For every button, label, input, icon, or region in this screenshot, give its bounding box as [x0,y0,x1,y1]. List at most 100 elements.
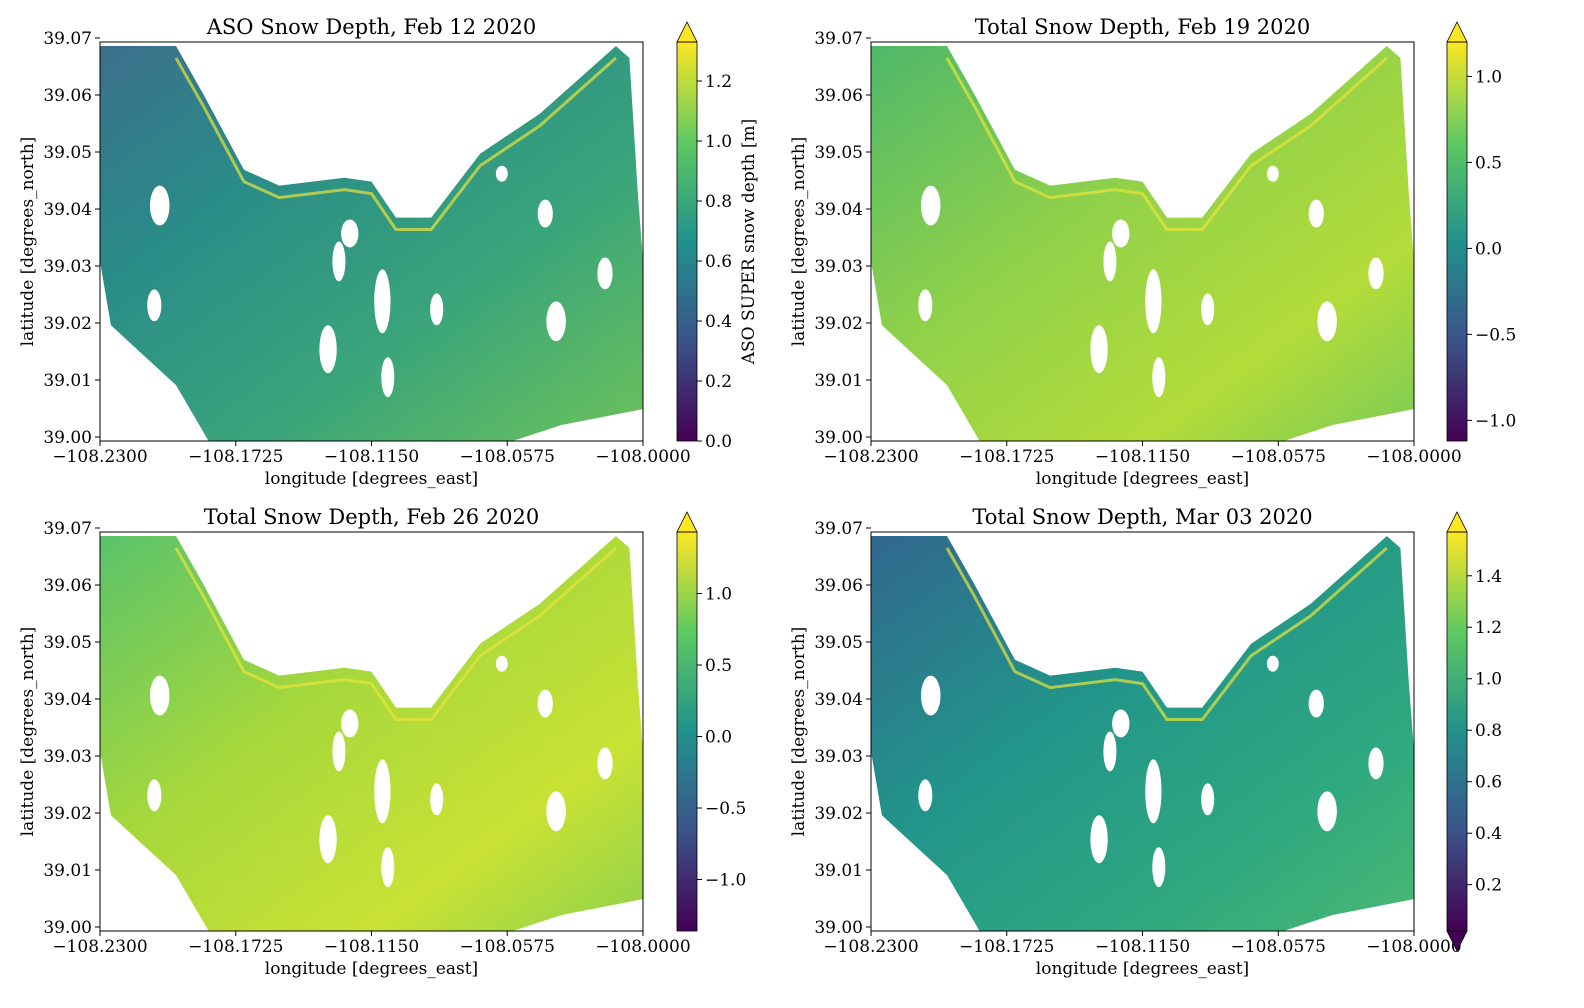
no-data-patch [1308,689,1324,718]
colorbar-extend-max [676,511,698,533]
no-data-patch [1201,293,1215,326]
x-tick-label: −108.2300 [52,937,147,957]
panel-title: ASO Snow Depth, Feb 12 2020 [206,15,536,39]
x-tick-label: −108.0000 [595,937,690,957]
y-tick-label: 39.07 [43,519,92,539]
colorbar-tick-label: −1.0 [705,871,746,891]
no-data-patch [1112,219,1130,248]
y-tick-label: 39.04 [43,690,92,710]
no-data-patch [319,815,337,864]
panel-4: −108.2300 −108.1725 −108.1150 −108.0575 −108… [789,505,1502,979]
y-tick-label: 39.04 [814,200,863,220]
no-data-patch [374,269,391,334]
colorbar-gradient [677,532,697,931]
no-data-patch [1266,165,1279,182]
snow-depth-field [871,536,1414,931]
y-tick-label: 39.07 [814,29,863,49]
no-data-patch [430,783,444,816]
ridge-band [174,56,617,231]
no-data-patch [341,219,359,248]
colorbar: 0.0 0.2 0.4 0.6 0.8 1.0 1.2 ASO SUPER snow dept… [676,21,759,452]
colorbar: 0.2 0.4 0.6 0.8 1.0 1.2 1.4 [1446,511,1502,952]
x-tick-label: −108.0575 [460,937,555,957]
y-axis-label: latitude [degrees_north] [789,627,809,837]
x-tick-label: −108.2300 [823,937,918,957]
y-tick-label: 39.00 [814,428,863,448]
colorbar-tick-label: 0.0 [705,432,732,452]
colorbar-tick-label: 0.0 [1475,239,1502,259]
x-tick-label: −108.1150 [1095,937,1190,957]
no-data-patch [1152,847,1166,888]
x-tick-label: −108.1725 [188,937,283,957]
y-tick-label: 39.01 [43,371,92,391]
snow-depth-field [100,46,643,441]
colorbar-frame [1446,531,1468,932]
colorbar-tick-label: 1.2 [1475,618,1502,638]
y-tick-label: 39.01 [814,861,863,881]
y-tick-label: 39.03 [814,747,863,767]
colorbar-gradient [677,42,697,441]
no-data-patch [1201,783,1215,816]
no-data-patch [1090,325,1108,374]
colorbar: −1.0 −0.5 0.0 0.5 1.0 [1446,21,1516,442]
x-axis-label: longitude [degrees_east] [265,959,478,979]
no-data-patch [1317,301,1337,342]
y-tick-label: 39.05 [814,633,863,653]
colorbar-tick-label: −0.5 [1475,325,1516,345]
panel-title: Total Snow Depth, Feb 26 2020 [204,505,539,529]
no-data-patch [537,689,553,718]
no-data-patch [546,301,566,342]
x-tick-label: −108.1150 [324,447,419,467]
y-tick-label: 39.06 [814,86,863,106]
no-data-patch [430,293,444,326]
y-tick-label: 39.02 [43,314,92,334]
colorbar-tick-label: 1.2 [705,72,732,92]
no-data-patch [920,675,941,716]
no-data-patch [918,779,933,812]
colorbar-tick-label: 1.4 [1475,567,1502,587]
colorbar-extend-max [1446,21,1468,43]
no-data-patch [495,165,508,182]
no-data-patch [918,289,933,322]
x-axis-label: longitude [degrees_east] [1036,959,1249,979]
colorbar-tick-label: 0.5 [1475,153,1502,173]
x-tick-label: −108.1150 [324,937,419,957]
panel-1: −108.2300 −108.1725 −108.1150 −108.0575 −108… [18,15,759,489]
ridge-band [174,546,617,721]
x-tick-label: −108.0000 [595,447,690,467]
colorbar: −1.0 −0.5 0.0 0.5 1.0 [676,511,746,932]
x-axis-label: longitude [degrees_east] [265,469,478,489]
colorbar-tick-label: −1.0 [1475,411,1516,431]
panel-title: Total Snow Depth, Feb 19 2020 [975,15,1310,39]
no-data-patch [597,747,613,780]
no-data-patch [147,779,162,812]
y-tick-label: 39.02 [814,314,863,334]
no-data-patch [149,185,170,226]
panel-3: −108.2300 −108.1725 −108.1150 −108.0575 −108… [18,505,746,979]
y-tick-label: 39.07 [814,519,863,539]
no-data-patch [332,731,346,772]
no-data-patch [537,199,553,228]
y-axis-label: latitude [degrees_north] [789,137,809,347]
y-tick-label: 39.04 [43,200,92,220]
no-data-patch [149,675,170,716]
x-axis-label: longitude [degrees_east] [1036,469,1249,489]
no-data-patch [1103,241,1117,282]
colorbar-tick-label: 1.0 [1475,670,1502,690]
colorbar-tick-label: 0.8 [705,192,732,212]
colorbar-extend-max [676,21,698,43]
x-tick-label: −108.2300 [52,447,147,467]
y-tick-label: 39.05 [814,143,863,163]
y-tick-label: 39.04 [814,690,863,710]
colorbar-tick-label: 0.0 [705,728,732,748]
no-data-patch [495,655,508,672]
y-tick-label: 39.00 [814,918,863,938]
no-data-patch [341,709,359,738]
y-axis-label: latitude [degrees_north] [18,137,38,347]
ridge-band [945,56,1388,231]
y-tick-label: 39.02 [814,804,863,824]
x-tick-label: −108.2300 [823,447,918,467]
colorbar-tick-label: 0.4 [1475,824,1502,844]
x-tick-label: −108.1725 [188,447,283,467]
